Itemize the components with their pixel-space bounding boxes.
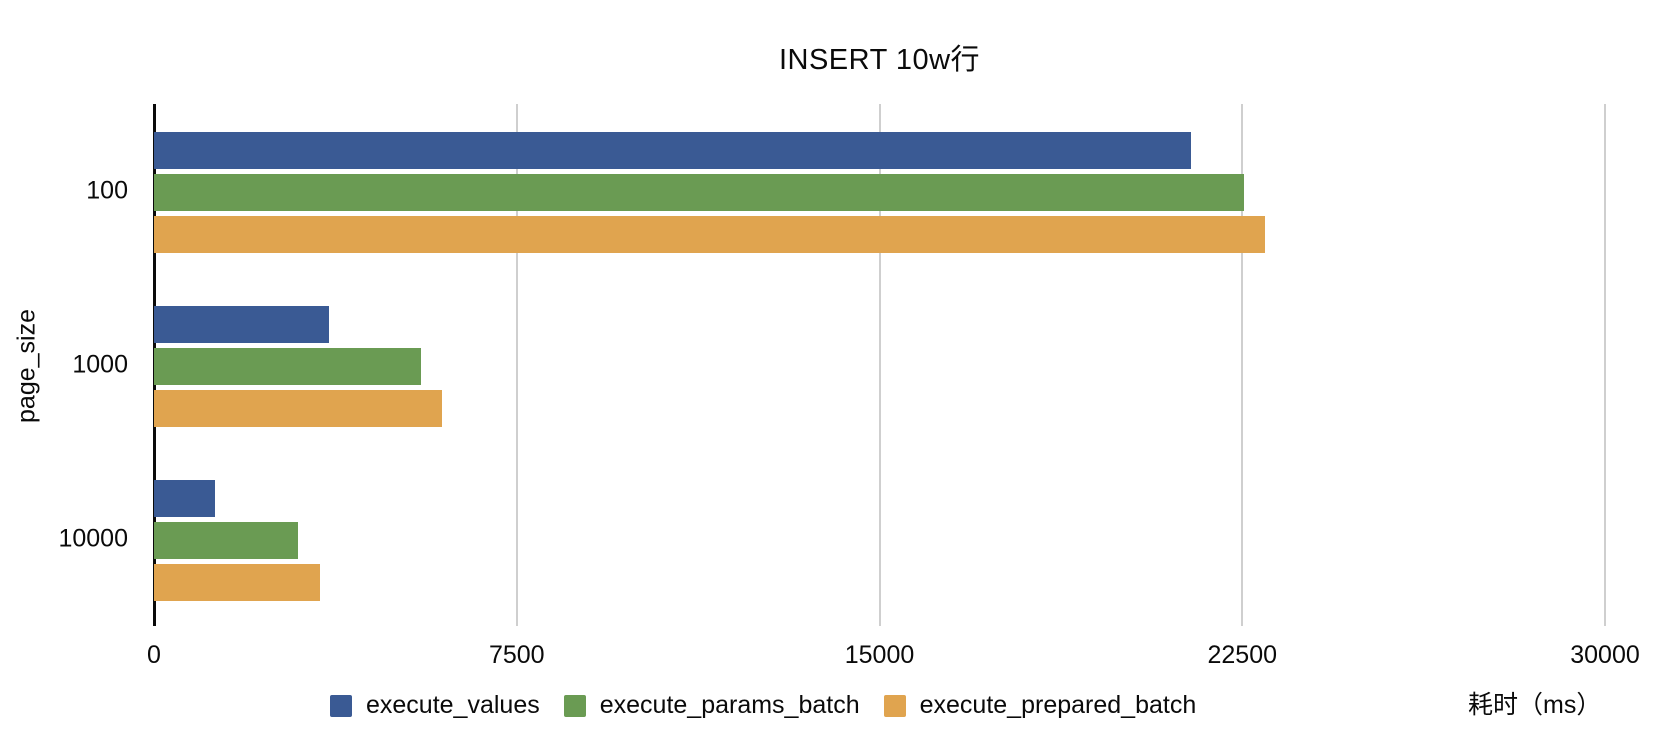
bar-execute_prepared_batch-1000 <box>154 390 442 427</box>
y-tick-label-1000: 1000 <box>72 350 128 379</box>
y-axis-tick-labels: 100 1000 10000 <box>0 104 128 626</box>
legend-swatch-execute_params_batch <box>563 694 586 717</box>
legend-item-execute_prepared_batch: execute_prepared_batch <box>883 691 1197 720</box>
bar-execute_params_batch-100 <box>154 174 1245 211</box>
bar-execute_values-10000 <box>154 480 215 517</box>
gridline-7500 <box>515 104 518 626</box>
x-tick-label-30000: 30000 <box>1570 641 1640 669</box>
bar-execute_params_batch-1000 <box>154 348 421 385</box>
plot-area <box>153 104 1606 626</box>
legend-label: execute_params_batch <box>599 691 860 719</box>
x-tick-label-0: 0 <box>147 641 161 669</box>
legend-label: execute_values <box>366 691 540 719</box>
x-tick-label-7500: 7500 <box>488 641 545 669</box>
x-axis-title: 耗时（ms） <box>1468 691 1602 719</box>
bar-execute_prepared_batch-10000 <box>154 564 320 601</box>
bar-execute_values-100 <box>154 132 1192 169</box>
x-tick-label-22500: 22500 <box>1207 641 1278 669</box>
gridline-22500 <box>1241 104 1244 626</box>
legend-item-execute_values: execute_values <box>330 691 540 720</box>
legend-label: execute_prepared_batch <box>919 691 1197 719</box>
legend-swatch-execute_values <box>330 694 352 717</box>
bar-execute_values-1000 <box>154 306 330 343</box>
bar-execute_params_batch-10000 <box>154 522 298 559</box>
legend-item-execute_params_batch: execute_params_batch <box>563 691 860 720</box>
gridline-30000 <box>1604 104 1606 626</box>
legend: execute_values execute_params_batch execut… <box>330 691 1196 720</box>
y-tick-label-100: 100 <box>86 176 128 205</box>
gridline-15000 <box>878 104 881 626</box>
y-tick-label-10000: 10000 <box>58 524 128 553</box>
chart-title: INSERT 10w行 <box>778 44 981 76</box>
legend-swatch-execute_prepared_batch <box>883 694 906 717</box>
bar-execute_prepared_batch-100 <box>154 216 1265 253</box>
x-tick-label-15000: 15000 <box>844 641 915 669</box>
